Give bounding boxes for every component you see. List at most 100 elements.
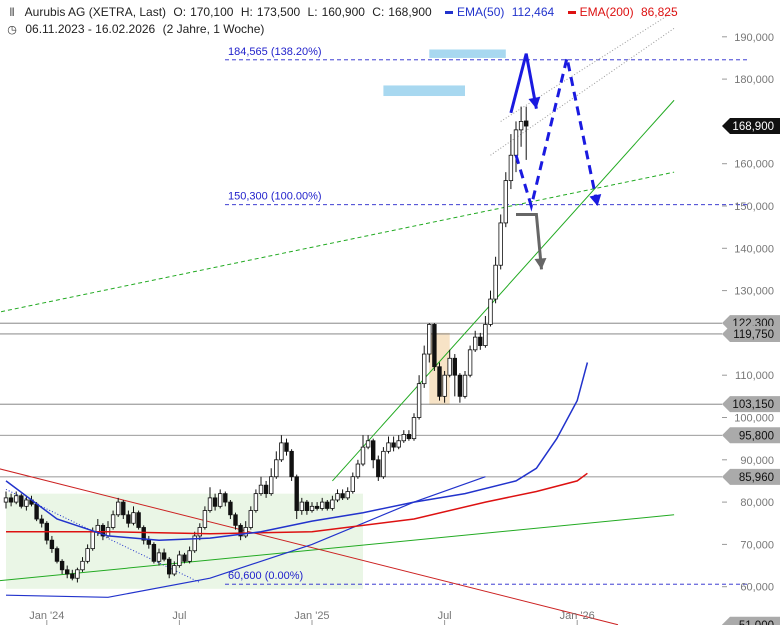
candle-body bbox=[447, 357, 452, 376]
ema50-swatch bbox=[445, 11, 454, 15]
candle-body bbox=[472, 336, 478, 351]
scenario-arrow-blue bbox=[509, 53, 538, 114]
candle-body bbox=[59, 560, 65, 571]
candle-body bbox=[345, 491, 350, 499]
candle-body bbox=[452, 357, 457, 376]
channel-line-dotted bbox=[500, 10, 675, 122]
chart-subheader: ◷ 06.11.2023 - 16.02.2026 (2 Jahre, 1 Wo… bbox=[6, 22, 268, 36]
candle-body bbox=[136, 512, 141, 528]
candle-body bbox=[411, 417, 417, 440]
candle-body bbox=[258, 484, 264, 495]
candle-body bbox=[325, 501, 330, 509]
candle-body bbox=[355, 463, 361, 478]
candle-body bbox=[340, 493, 345, 499]
price-tick-label: 110,000 bbox=[735, 370, 774, 382]
open-label: O: bbox=[173, 5, 187, 19]
candle-body bbox=[365, 440, 371, 448]
price-tick-label: 180,000 bbox=[734, 74, 774, 86]
price-tick-label: 60,000 bbox=[740, 582, 774, 594]
price-label-text: 168,900 bbox=[732, 121, 774, 133]
ema50-value: 112,464 bbox=[511, 5, 555, 19]
price-tick-label: 100,000 bbox=[734, 413, 774, 425]
candle-body bbox=[100, 524, 106, 537]
time-axis: Jan '24 Jul Jan '25 Jul Jan '26 bbox=[29, 610, 595, 625]
candle-body bbox=[166, 558, 172, 575]
scenario-arrow-blue bbox=[514, 57, 600, 212]
candle-body bbox=[360, 446, 366, 465]
candle-body bbox=[467, 349, 473, 376]
price-label-badge bbox=[722, 616, 780, 625]
annotation-layer bbox=[509, 53, 602, 270]
ema50-label: EMA(50) bbox=[457, 5, 505, 19]
candle-body bbox=[513, 129, 519, 156]
clock-icon: ◷ bbox=[7, 24, 17, 36]
price-tick-label: 140,000 bbox=[734, 243, 774, 255]
price-tick-label: 150,000 bbox=[734, 201, 774, 213]
candle-body bbox=[401, 434, 406, 442]
candle-body bbox=[223, 493, 228, 503]
candle-body bbox=[19, 495, 24, 507]
instrument-name: Aurubis AG (XETRA, Last) bbox=[24, 5, 167, 19]
candle-body bbox=[116, 501, 121, 516]
candle-body bbox=[421, 353, 427, 385]
target-zone-blue bbox=[383, 85, 465, 97]
price-label-badge bbox=[722, 396, 780, 413]
candle-body bbox=[75, 569, 80, 579]
time-tick-label: Jul bbox=[172, 610, 186, 622]
candle-body bbox=[121, 501, 126, 516]
low-label: L: bbox=[307, 5, 318, 19]
candle-body bbox=[65, 569, 70, 575]
ema50-line bbox=[5, 362, 589, 541]
time-tick-label: Jan '24 bbox=[29, 610, 64, 622]
trendline-layer bbox=[0, 10, 675, 625]
time-tick-label: Jul bbox=[438, 610, 452, 622]
candle-body bbox=[284, 442, 289, 452]
candle-body bbox=[243, 527, 248, 537]
candle-body bbox=[3, 497, 9, 503]
candle-body bbox=[457, 374, 463, 397]
candle-body bbox=[217, 493, 223, 507]
price-tick-label: 70,000 bbox=[740, 539, 774, 551]
candle-body bbox=[314, 505, 320, 509]
candle-body bbox=[330, 499, 335, 509]
candle-body bbox=[386, 442, 391, 452]
trendline-red bbox=[0, 468, 619, 625]
candle-body bbox=[248, 510, 253, 528]
scenario-arrow-gray bbox=[516, 213, 543, 270]
candle-body bbox=[192, 535, 197, 552]
price-label-badge bbox=[722, 427, 780, 444]
price-tick-label: 160,000 bbox=[734, 159, 774, 171]
candle-body bbox=[498, 222, 503, 266]
ema-layer bbox=[5, 362, 589, 541]
candle-body bbox=[110, 514, 116, 528]
close-value: 168,900 bbox=[388, 5, 432, 19]
candle-body bbox=[294, 476, 299, 511]
candle-body bbox=[289, 450, 294, 478]
fib-level-label: 150,300 (100.00%) bbox=[228, 191, 322, 203]
candle-body bbox=[263, 484, 269, 495]
candle-body bbox=[161, 552, 167, 560]
candle-body bbox=[319, 501, 325, 509]
candle-body bbox=[8, 497, 14, 503]
candle-body bbox=[299, 501, 304, 511]
candle-body bbox=[228, 501, 233, 516]
date-range: 06.11.2023 - 16.02.2026 bbox=[25, 22, 156, 36]
candle-body bbox=[207, 497, 213, 511]
high-label: H: bbox=[240, 5, 253, 19]
candle-body bbox=[85, 548, 90, 562]
scenario-arrow-gray-head bbox=[534, 257, 547, 270]
candle-body bbox=[90, 531, 95, 550]
candles-layer bbox=[3, 106, 529, 583]
candles-icon: ⫴ bbox=[9, 7, 15, 19]
low-value: 160,900 bbox=[321, 5, 365, 19]
candle-body bbox=[172, 565, 177, 575]
candle-body bbox=[187, 550, 192, 562]
price-axis: 60,000 70,000 80,000 90,000 100,000 110,000 13… bbox=[722, 32, 780, 625]
price-label-text: 95,800 bbox=[739, 430, 774, 442]
candle-body bbox=[54, 548, 60, 562]
scenario-arrow-head bbox=[589, 194, 602, 206]
price-label-text: 51,000 bbox=[739, 620, 774, 625]
trendline-blue-curve bbox=[5, 476, 486, 598]
candle-body bbox=[524, 120, 529, 127]
